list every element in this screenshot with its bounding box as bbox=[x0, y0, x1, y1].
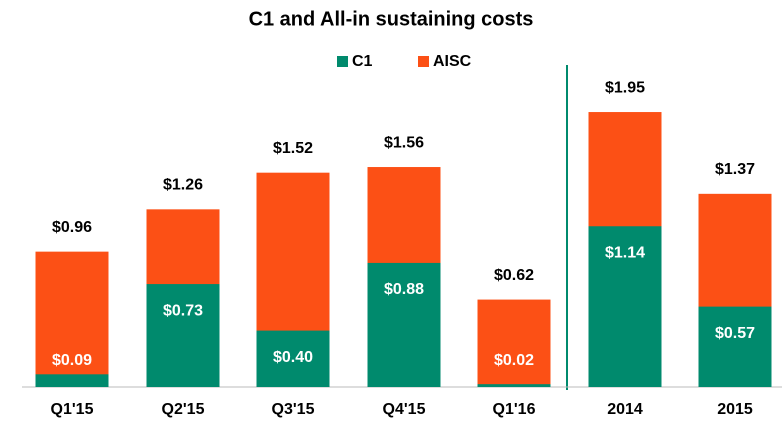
x-tick-label: Q2'15 bbox=[162, 401, 205, 418]
chart-title: C1 and All-in sustaining costs bbox=[249, 8, 534, 30]
legend-label: AISC bbox=[433, 53, 472, 70]
value-label: $1.52 bbox=[273, 140, 313, 157]
x-tick-label: Q1'16 bbox=[493, 401, 536, 418]
value-label: $1.26 bbox=[163, 177, 203, 194]
value-label: $1.56 bbox=[384, 134, 424, 151]
bar bbox=[698, 306, 772, 387]
bar bbox=[367, 262, 441, 387]
value-label: $0.73 bbox=[163, 302, 203, 319]
bar bbox=[256, 330, 330, 387]
bar bbox=[146, 284, 220, 387]
value-label: $1.37 bbox=[715, 161, 755, 178]
value-label: $0.88 bbox=[384, 281, 424, 298]
x-tick-label: 2015 bbox=[717, 401, 753, 418]
legend-label: C1 bbox=[352, 53, 373, 70]
value-label: $0.62 bbox=[494, 267, 534, 284]
bar bbox=[477, 384, 551, 387]
legend-swatch bbox=[337, 56, 348, 67]
bar bbox=[588, 226, 662, 387]
x-tick-label: Q1'15 bbox=[51, 401, 94, 418]
bar bbox=[477, 299, 551, 387]
x-tick-label: Q4'15 bbox=[383, 401, 426, 418]
bar bbox=[35, 251, 109, 387]
value-label: $0.40 bbox=[273, 349, 313, 366]
bar bbox=[35, 374, 109, 387]
value-label: $1.14 bbox=[605, 244, 645, 261]
value-label: $0.02 bbox=[494, 352, 534, 369]
value-label: $0.09 bbox=[52, 352, 92, 369]
value-label: $0.96 bbox=[52, 219, 92, 236]
value-label: $0.57 bbox=[715, 325, 755, 342]
value-label: $1.95 bbox=[605, 79, 645, 96]
x-tick-label: 2014 bbox=[607, 401, 643, 418]
x-tick-label: Q3'15 bbox=[272, 401, 315, 418]
legend-swatch bbox=[418, 56, 429, 67]
